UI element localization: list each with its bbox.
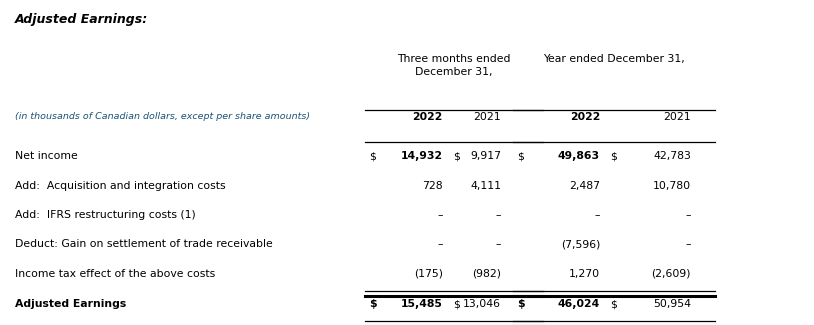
Text: (982): (982): [472, 268, 501, 279]
Text: Three months ended
December 31,: Three months ended December 31,: [397, 54, 510, 77]
Text: $: $: [610, 151, 617, 161]
Text: Adjusted Earnings:: Adjusted Earnings:: [15, 13, 148, 26]
Text: 4,111: 4,111: [470, 181, 501, 191]
Text: (2,609): (2,609): [651, 268, 691, 279]
Text: 15,485: 15,485: [401, 299, 443, 309]
Text: 49,863: 49,863: [558, 151, 600, 161]
Text: 2021: 2021: [474, 111, 501, 122]
Text: –: –: [594, 210, 600, 220]
Text: 9,917: 9,917: [470, 151, 501, 161]
Text: (in thousands of Canadian dollars, except per share amounts): (in thousands of Canadian dollars, excep…: [15, 111, 309, 121]
Text: 728: 728: [422, 181, 443, 191]
Text: –: –: [437, 239, 443, 249]
Text: 14,932: 14,932: [400, 151, 443, 161]
Text: 1,270: 1,270: [569, 268, 600, 279]
Text: $: $: [453, 299, 460, 309]
Text: (175): (175): [414, 268, 443, 279]
Text: 42,783: 42,783: [653, 151, 691, 161]
Text: 46,024: 46,024: [558, 299, 600, 309]
Text: 2022: 2022: [413, 111, 443, 122]
Text: –: –: [685, 210, 691, 220]
Text: 2021: 2021: [663, 111, 691, 122]
Text: $: $: [517, 151, 524, 161]
Text: (7,596): (7,596): [561, 239, 600, 249]
Text: Adjusted Earnings: Adjusted Earnings: [15, 299, 126, 309]
Text: –: –: [496, 239, 501, 249]
Text: Year ended December 31,: Year ended December 31,: [543, 54, 685, 64]
Text: 13,046: 13,046: [463, 299, 501, 309]
Text: Add:  IFRS restructuring costs (1): Add: IFRS restructuring costs (1): [15, 210, 195, 220]
Text: $: $: [453, 151, 460, 161]
Text: –: –: [496, 210, 501, 220]
Text: 2,487: 2,487: [569, 181, 600, 191]
Text: Net income: Net income: [15, 151, 77, 161]
Text: Add:  Acquisition and integration costs: Add: Acquisition and integration costs: [15, 181, 225, 191]
Text: $: $: [369, 151, 375, 161]
Text: $: $: [517, 299, 525, 309]
Text: 2022: 2022: [570, 111, 600, 122]
Text: –: –: [437, 210, 443, 220]
Text: $: $: [610, 299, 617, 309]
Text: Income tax effect of the above costs: Income tax effect of the above costs: [15, 268, 215, 279]
Text: Deduct: Gain on settlement of trade receivable: Deduct: Gain on settlement of trade rece…: [15, 239, 272, 249]
Text: 50,954: 50,954: [653, 299, 691, 309]
Text: –: –: [685, 239, 691, 249]
Text: 10,780: 10,780: [653, 181, 691, 191]
Text: $: $: [369, 299, 376, 309]
